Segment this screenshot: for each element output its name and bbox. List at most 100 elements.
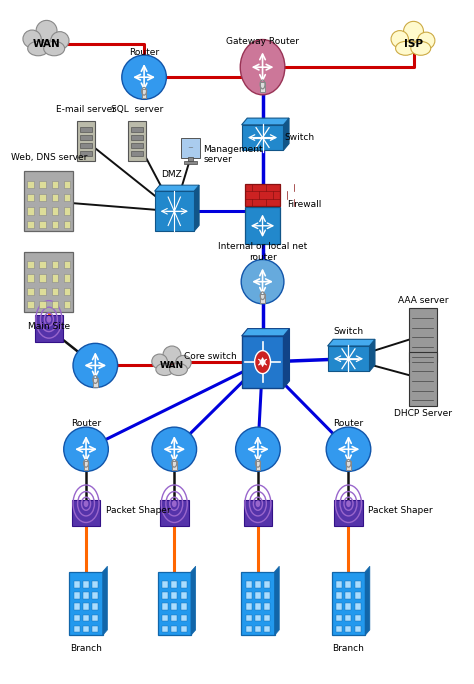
FancyBboxPatch shape: [181, 626, 187, 632]
FancyBboxPatch shape: [155, 192, 194, 231]
FancyBboxPatch shape: [336, 603, 342, 610]
FancyBboxPatch shape: [171, 614, 177, 621]
Polygon shape: [194, 185, 199, 231]
Text: Router: Router: [333, 419, 364, 428]
FancyBboxPatch shape: [39, 274, 46, 282]
Text: Core switch: Core switch: [184, 352, 237, 361]
Text: AAA server: AAA server: [398, 296, 448, 305]
FancyBboxPatch shape: [171, 626, 177, 632]
FancyBboxPatch shape: [188, 157, 193, 161]
FancyBboxPatch shape: [80, 144, 92, 148]
FancyBboxPatch shape: [255, 626, 261, 632]
Ellipse shape: [152, 354, 167, 369]
FancyBboxPatch shape: [27, 181, 34, 188]
FancyBboxPatch shape: [260, 293, 264, 303]
Polygon shape: [191, 566, 196, 635]
FancyBboxPatch shape: [52, 207, 58, 215]
Polygon shape: [274, 566, 279, 635]
Polygon shape: [155, 185, 199, 192]
FancyBboxPatch shape: [27, 207, 34, 215]
FancyBboxPatch shape: [131, 144, 143, 148]
FancyBboxPatch shape: [346, 626, 352, 632]
Polygon shape: [369, 339, 375, 371]
FancyBboxPatch shape: [83, 614, 89, 621]
Text: Router: Router: [71, 419, 101, 428]
FancyBboxPatch shape: [142, 90, 146, 98]
FancyBboxPatch shape: [73, 592, 80, 598]
FancyBboxPatch shape: [27, 220, 34, 228]
FancyBboxPatch shape: [64, 288, 70, 295]
FancyBboxPatch shape: [25, 252, 73, 312]
FancyBboxPatch shape: [27, 194, 34, 201]
FancyBboxPatch shape: [355, 626, 361, 632]
Ellipse shape: [64, 427, 109, 471]
Text: Internal or local net
router: Internal or local net router: [218, 242, 307, 261]
FancyBboxPatch shape: [52, 274, 58, 282]
FancyBboxPatch shape: [83, 581, 89, 588]
FancyBboxPatch shape: [255, 581, 261, 588]
Ellipse shape: [236, 427, 280, 471]
FancyBboxPatch shape: [64, 261, 70, 268]
Ellipse shape: [411, 42, 431, 55]
Text: WAN: WAN: [33, 39, 60, 49]
FancyBboxPatch shape: [64, 220, 70, 228]
Ellipse shape: [326, 427, 371, 471]
FancyBboxPatch shape: [355, 592, 361, 598]
FancyBboxPatch shape: [181, 592, 187, 598]
Circle shape: [346, 501, 351, 507]
FancyBboxPatch shape: [171, 592, 177, 598]
FancyBboxPatch shape: [64, 181, 70, 188]
FancyBboxPatch shape: [242, 336, 283, 389]
FancyBboxPatch shape: [162, 581, 168, 588]
Ellipse shape: [73, 343, 118, 388]
FancyBboxPatch shape: [346, 581, 352, 588]
FancyBboxPatch shape: [162, 592, 168, 598]
Text: Gateway Router: Gateway Router: [226, 37, 299, 46]
FancyBboxPatch shape: [52, 301, 58, 308]
Text: Web, DNS server: Web, DNS server: [11, 153, 87, 162]
FancyBboxPatch shape: [73, 581, 80, 588]
Text: Firewall: Firewall: [287, 200, 321, 209]
FancyBboxPatch shape: [92, 592, 99, 598]
Text: WAN: WAN: [160, 361, 184, 370]
FancyBboxPatch shape: [346, 614, 352, 621]
FancyBboxPatch shape: [83, 626, 89, 632]
FancyBboxPatch shape: [355, 603, 361, 610]
FancyBboxPatch shape: [80, 151, 92, 156]
Text: E-mail server: E-mail server: [56, 105, 116, 114]
Ellipse shape: [44, 41, 64, 56]
FancyBboxPatch shape: [73, 614, 80, 621]
FancyBboxPatch shape: [264, 592, 270, 598]
FancyBboxPatch shape: [245, 183, 280, 207]
Text: DMZ: DMZ: [162, 170, 182, 179]
FancyBboxPatch shape: [131, 135, 143, 140]
Ellipse shape: [163, 346, 181, 363]
FancyBboxPatch shape: [39, 194, 46, 201]
FancyBboxPatch shape: [73, 626, 80, 632]
Ellipse shape: [418, 32, 435, 49]
Circle shape: [255, 351, 271, 373]
FancyBboxPatch shape: [162, 626, 168, 632]
FancyBboxPatch shape: [336, 592, 342, 598]
FancyBboxPatch shape: [35, 315, 63, 342]
FancyBboxPatch shape: [264, 603, 270, 610]
FancyBboxPatch shape: [332, 572, 365, 635]
FancyBboxPatch shape: [264, 614, 270, 621]
Polygon shape: [328, 339, 375, 346]
FancyBboxPatch shape: [92, 581, 99, 588]
FancyBboxPatch shape: [355, 581, 361, 588]
FancyBboxPatch shape: [242, 124, 283, 150]
Ellipse shape: [170, 363, 187, 376]
FancyBboxPatch shape: [346, 592, 352, 598]
FancyBboxPatch shape: [52, 288, 58, 295]
FancyBboxPatch shape: [246, 614, 252, 621]
Text: Branch: Branch: [70, 644, 102, 653]
FancyBboxPatch shape: [80, 127, 92, 132]
Text: Management
server: Management server: [203, 144, 263, 164]
FancyBboxPatch shape: [39, 301, 46, 308]
Ellipse shape: [156, 363, 174, 376]
FancyBboxPatch shape: [27, 261, 34, 268]
FancyBboxPatch shape: [39, 261, 46, 268]
FancyBboxPatch shape: [52, 261, 58, 268]
FancyBboxPatch shape: [181, 603, 187, 610]
